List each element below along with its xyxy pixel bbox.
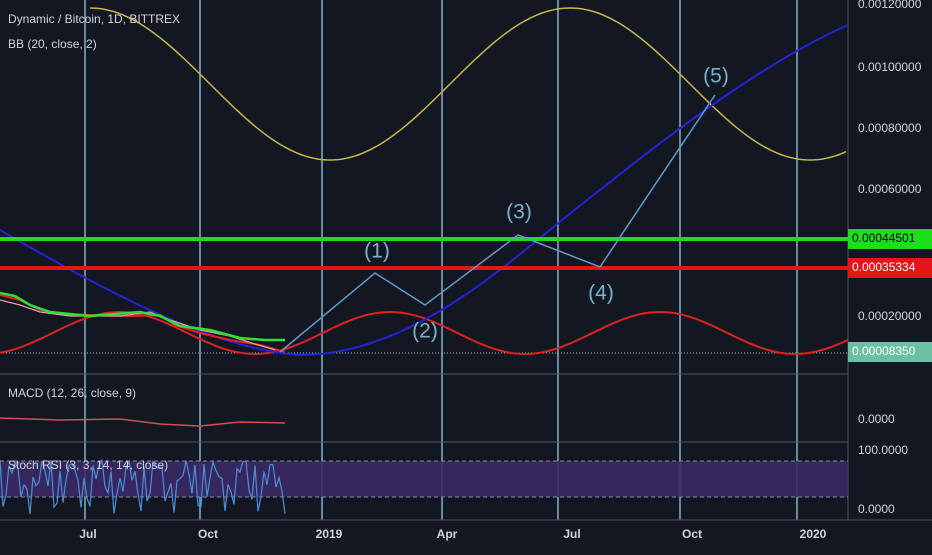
yellow-cycle [89,7,847,161]
red-cycle [0,310,849,356]
time-label: 2020 [800,527,827,541]
wave-label: (4) [588,282,614,305]
stoch [0,458,286,515]
wave-label: (5) [703,65,729,88]
axis-label: 0.00120000 [858,0,922,11]
stoch-label: Stoch RSI (3, 3, 14, 14, close) [8,458,168,472]
time-label: Jul [563,527,580,541]
axis-label: 0.0000 [858,412,895,426]
tag [848,258,932,278]
tag-label: 0.00008350 [852,344,916,358]
time-label: Jul [79,527,96,541]
macd [0,417,286,427]
blue-curve [0,24,849,357]
title: Dynamic / Bitcoin, 1D, BITTREX [8,12,180,26]
macd-label: MACD (12, 26, close, 9) [8,386,136,400]
axis-label: 0.00060000 [858,182,922,196]
wave-path [279,94,716,353]
tag [848,342,932,362]
axis-label: 0.0000 [858,502,895,516]
axis-label: 0.00100000 [858,60,922,74]
wave-label: (3) [506,201,532,224]
wave-label: (2) [412,320,438,343]
stoch-band [0,461,848,497]
tag-label: 0.00044501 [852,231,916,245]
price-high [0,291,285,342]
axis-label: 0.00080000 [858,121,922,135]
indicator: BB (20, close, 2) [8,37,97,51]
tag-label: 0.00035334 [852,260,916,274]
axis-label: 0.00020000 [858,309,922,323]
time-label: Oct [682,527,702,541]
wave-label: (1) [364,240,390,263]
axis-label: 100.0000 [858,443,908,457]
tag [848,229,932,249]
time-label: 2019 [316,527,343,541]
time-label: Apr [437,527,458,541]
time-label: Oct [198,527,218,541]
